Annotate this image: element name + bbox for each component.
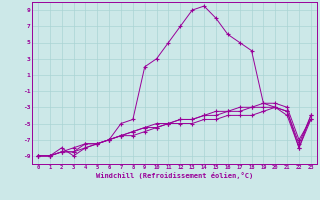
X-axis label: Windchill (Refroidissement éolien,°C): Windchill (Refroidissement éolien,°C) — [96, 172, 253, 179]
